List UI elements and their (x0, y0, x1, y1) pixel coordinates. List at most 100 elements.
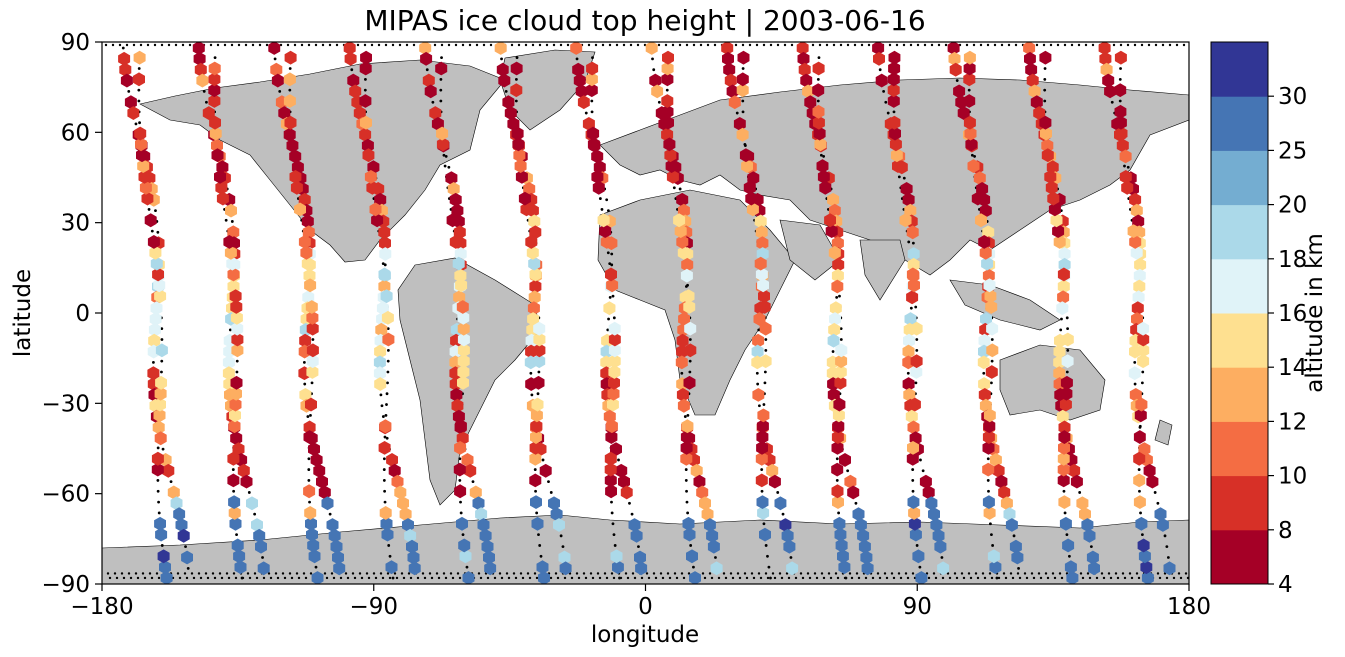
track-dot (570, 576, 574, 580)
track-dot (1043, 67, 1047, 70)
track-dot (310, 381, 314, 385)
land-africa (597, 189, 796, 416)
cloud-point (608, 354, 621, 369)
cloud-point (530, 419, 543, 434)
track-dot (1128, 572, 1132, 575)
cloud-point (689, 571, 701, 584)
cloud-point (875, 73, 888, 88)
cloud-point (630, 528, 643, 543)
cloud-point (957, 106, 970, 120)
cloud-point (536, 560, 549, 575)
track-dot (190, 572, 194, 575)
cloud-point (120, 73, 133, 88)
track-dot (276, 576, 280, 580)
cloud-point (209, 126, 222, 141)
cloud-point (515, 170, 528, 184)
track-dot (365, 572, 369, 575)
track-dot (122, 576, 126, 580)
track-dot (442, 153, 446, 157)
cloud-point (910, 321, 923, 336)
track-dot (402, 576, 406, 580)
track-dot (382, 457, 386, 461)
track-dot (643, 43, 647, 47)
track-dot (787, 576, 791, 580)
cloud-point (1114, 115, 1127, 130)
cloud-point (1059, 516, 1072, 531)
cloud-point (462, 571, 475, 584)
track-dot (307, 43, 311, 47)
cloud-point (758, 300, 771, 314)
cloud-point (680, 268, 693, 283)
track-dot (1081, 576, 1085, 580)
track-dot (729, 572, 733, 575)
cloud-point (986, 321, 999, 336)
track-dot (534, 489, 537, 493)
cloud-point (559, 561, 572, 576)
colorbar-segment (1211, 258, 1268, 314)
track-dot (1043, 88, 1047, 92)
cloud-point (774, 496, 787, 511)
track-dot (1053, 576, 1057, 580)
cloud-point (888, 61, 901, 76)
track-dot (153, 43, 157, 47)
track-dot (386, 572, 390, 575)
track-dot (1014, 43, 1018, 47)
cloud-point (153, 278, 166, 293)
track-dot (1063, 511, 1067, 515)
track-dot (386, 359, 390, 363)
cloud-point (831, 430, 844, 444)
cloud-point (381, 310, 394, 325)
track-dot (261, 556, 264, 559)
track-dot (1032, 576, 1036, 580)
track-dot (839, 327, 843, 331)
cloud-point (1053, 344, 1066, 359)
colorbar-segment (1211, 421, 1268, 477)
cloud-point (454, 484, 467, 499)
track-dot (1135, 572, 1139, 575)
cloud-point (366, 180, 379, 195)
cloud-point (230, 300, 243, 314)
track-dot (1133, 360, 1137, 364)
cloud-point (304, 506, 317, 520)
track-dot (370, 43, 374, 47)
cloud-point (915, 571, 928, 584)
cloud-point (676, 333, 689, 348)
cloud-point (283, 127, 296, 142)
cloud-point (618, 474, 630, 489)
cloud-point (910, 354, 923, 369)
track-dot (314, 565, 318, 569)
track-dot (185, 576, 189, 580)
track-dot (598, 576, 602, 580)
track-dot (449, 572, 453, 575)
track-dot (160, 338, 164, 341)
cloud-point (756, 236, 769, 251)
cloud-point (227, 451, 240, 466)
cloud-point (608, 321, 621, 336)
track-dot (386, 370, 390, 374)
cloud-point (211, 138, 223, 153)
track-dot (606, 209, 610, 213)
track-dot (839, 338, 843, 341)
track-dot (220, 576, 224, 580)
cloud-point (978, 235, 991, 249)
cloud-point (1047, 191, 1060, 206)
cloud-point (982, 430, 995, 444)
track-dot (152, 360, 155, 364)
cloud-point (229, 516, 242, 531)
track-dot (611, 522, 615, 526)
cloud-point (585, 83, 598, 98)
cloud-point (934, 539, 947, 554)
track-dot (1035, 43, 1039, 47)
track-dot (743, 142, 747, 146)
track-dot (590, 99, 594, 103)
track-dot (989, 522, 992, 526)
track-dot (1141, 370, 1145, 374)
track-dot (533, 572, 537, 575)
cloud-point (1141, 571, 1154, 584)
track-dot (813, 572, 817, 575)
track-dot (1109, 576, 1113, 580)
track-dot (139, 43, 143, 47)
cloud-point (1130, 245, 1143, 260)
track-dot (764, 544, 768, 547)
cloud-point (833, 516, 846, 531)
